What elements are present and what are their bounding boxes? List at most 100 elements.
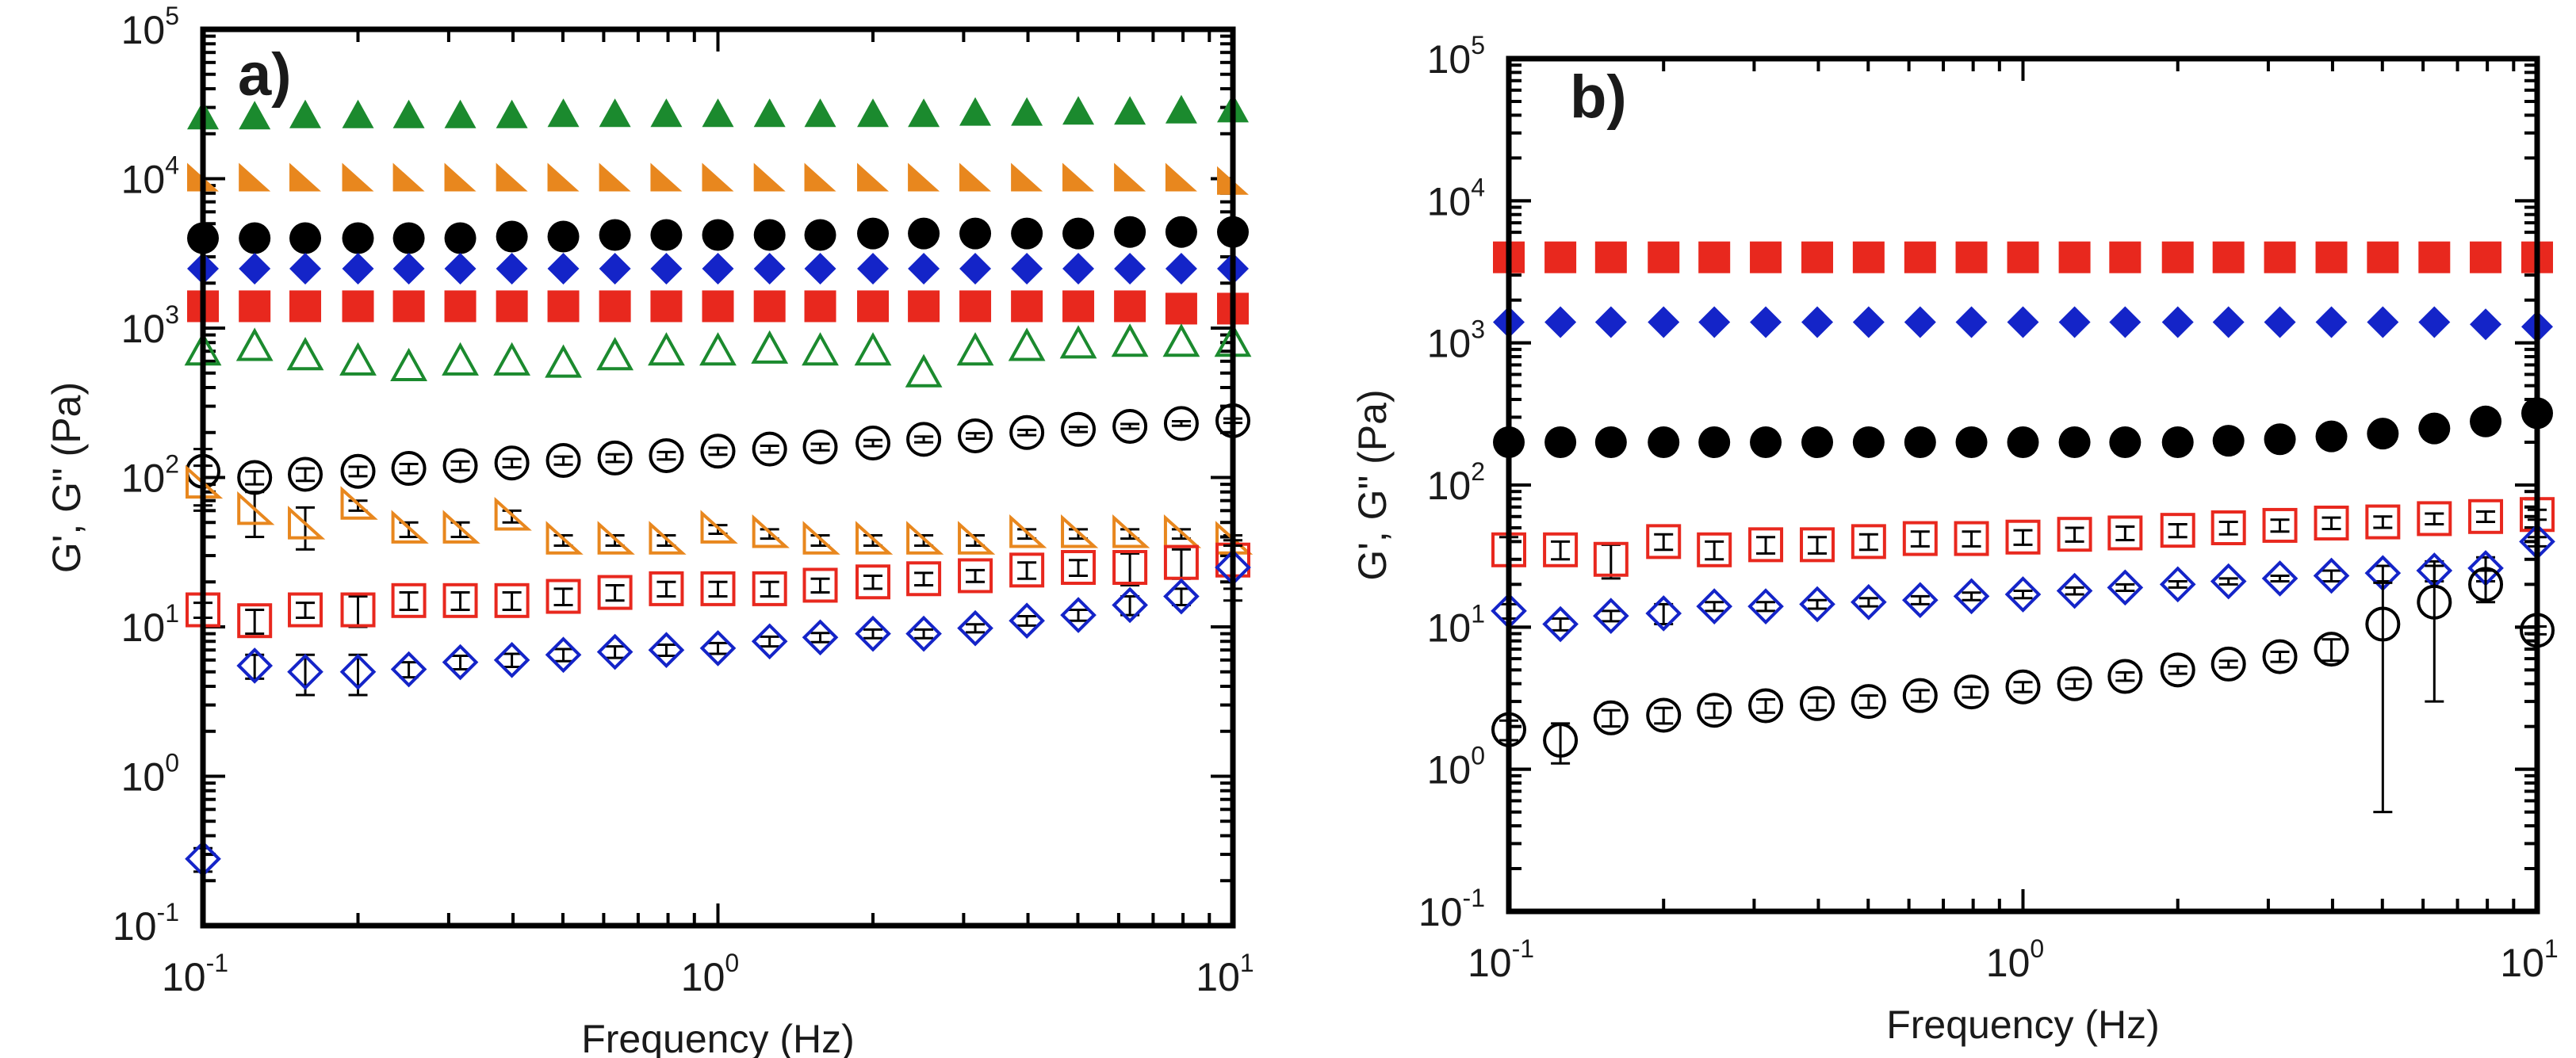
data-point	[545, 443, 581, 479]
data-point	[342, 99, 374, 128]
data-point	[649, 437, 684, 473]
data-point	[1800, 686, 1835, 721]
data-point	[237, 491, 275, 525]
data-point	[1062, 290, 1095, 323]
data-point	[1009, 514, 1047, 548]
data-point	[1801, 241, 1834, 273]
data-point	[650, 252, 683, 285]
y-tick-label: 105	[121, 2, 179, 52]
data-point	[289, 162, 322, 192]
data-point	[1750, 241, 1782, 273]
y-tick-label: 104	[1427, 173, 1485, 223]
data-point	[1544, 426, 1577, 459]
data-point	[391, 582, 427, 618]
data-point	[906, 422, 942, 457]
data-point	[1954, 521, 1989, 556]
data-point	[753, 252, 786, 285]
data-point	[1594, 426, 1627, 459]
data-point	[804, 219, 836, 251]
data-point	[236, 647, 274, 684]
data-point	[700, 510, 738, 544]
data-point	[496, 252, 528, 285]
data-point	[239, 222, 271, 254]
data-point	[1851, 583, 1887, 621]
data-point	[442, 342, 479, 376]
data-point	[700, 434, 736, 469]
data-point	[1114, 216, 1146, 248]
data-point	[956, 332, 994, 366]
data-point	[1062, 162, 1095, 192]
data-point	[959, 252, 992, 285]
data-point	[908, 290, 940, 323]
data-point	[596, 337, 634, 371]
data-point	[1646, 524, 1682, 560]
data-point	[2418, 412, 2451, 445]
data-point	[494, 445, 530, 481]
data-point	[2107, 569, 2144, 606]
y-axis-label: G', G" (Pa)	[44, 382, 89, 573]
data-point	[702, 219, 734, 251]
data-point	[753, 290, 786, 323]
data-point	[1163, 514, 1202, 548]
data-point	[596, 633, 633, 670]
data-point	[1009, 552, 1045, 588]
data-point	[1008, 327, 1046, 361]
data-point	[1902, 521, 1938, 556]
data-point	[855, 521, 894, 555]
x-tick-label: 100	[681, 949, 739, 999]
data-point	[1011, 97, 1043, 126]
data-point	[905, 615, 942, 652]
data-point	[1698, 241, 1731, 273]
data-point	[648, 332, 685, 366]
data-point	[702, 162, 734, 192]
data-point	[288, 506, 326, 540]
data-point	[648, 632, 685, 669]
data-point	[599, 252, 631, 285]
data-point	[2313, 557, 2350, 594]
data-point	[2210, 646, 2246, 682]
data-point	[2470, 308, 2502, 341]
data-point	[444, 99, 477, 128]
data-point	[1904, 241, 1936, 273]
data-point	[857, 162, 890, 192]
data-point	[2210, 563, 2247, 600]
series-black-open-circle	[1491, 564, 2555, 814]
data-point	[1112, 549, 1148, 585]
data-point	[2212, 306, 2245, 338]
data-point	[339, 653, 377, 690]
y-tick-label-exp: 5	[165, 2, 179, 30]
data-point	[496, 220, 528, 253]
data-point	[1593, 541, 1629, 577]
data-point	[288, 456, 323, 492]
data-point	[1011, 290, 1043, 323]
data-point	[545, 521, 584, 555]
x-axis-label: Frequency (Hz)	[1886, 1003, 2160, 1047]
data-point	[1648, 426, 1680, 459]
data-point	[2107, 659, 2143, 694]
data-point	[751, 623, 788, 660]
data-point	[957, 609, 993, 647]
data-point	[1852, 306, 1885, 338]
data-point	[802, 430, 838, 465]
y-tick-label-base: 10	[1427, 322, 1472, 366]
data-point	[906, 561, 942, 597]
data-point	[2417, 501, 2452, 537]
data-point	[286, 337, 324, 371]
x-tick-label-exp: 1	[1240, 949, 1254, 977]
y-tick-label-base: 10	[121, 605, 166, 650]
data-point	[959, 290, 992, 323]
data-point	[1111, 323, 1149, 357]
data-point	[857, 98, 890, 128]
y-tick-label-base: 10	[1427, 179, 1472, 223]
y-tick-label: 100	[121, 749, 179, 800]
y-tick-label-exp: 3	[165, 300, 179, 329]
data-point	[908, 217, 940, 250]
data-point	[289, 252, 322, 285]
data-point	[496, 99, 528, 128]
data-point	[2004, 576, 2042, 613]
x-tick-label-exp: 0	[2030, 934, 2044, 963]
data-point	[649, 571, 684, 606]
data-point	[958, 558, 993, 594]
data-point	[1698, 306, 1731, 338]
y-tick-label: 101	[121, 599, 179, 650]
